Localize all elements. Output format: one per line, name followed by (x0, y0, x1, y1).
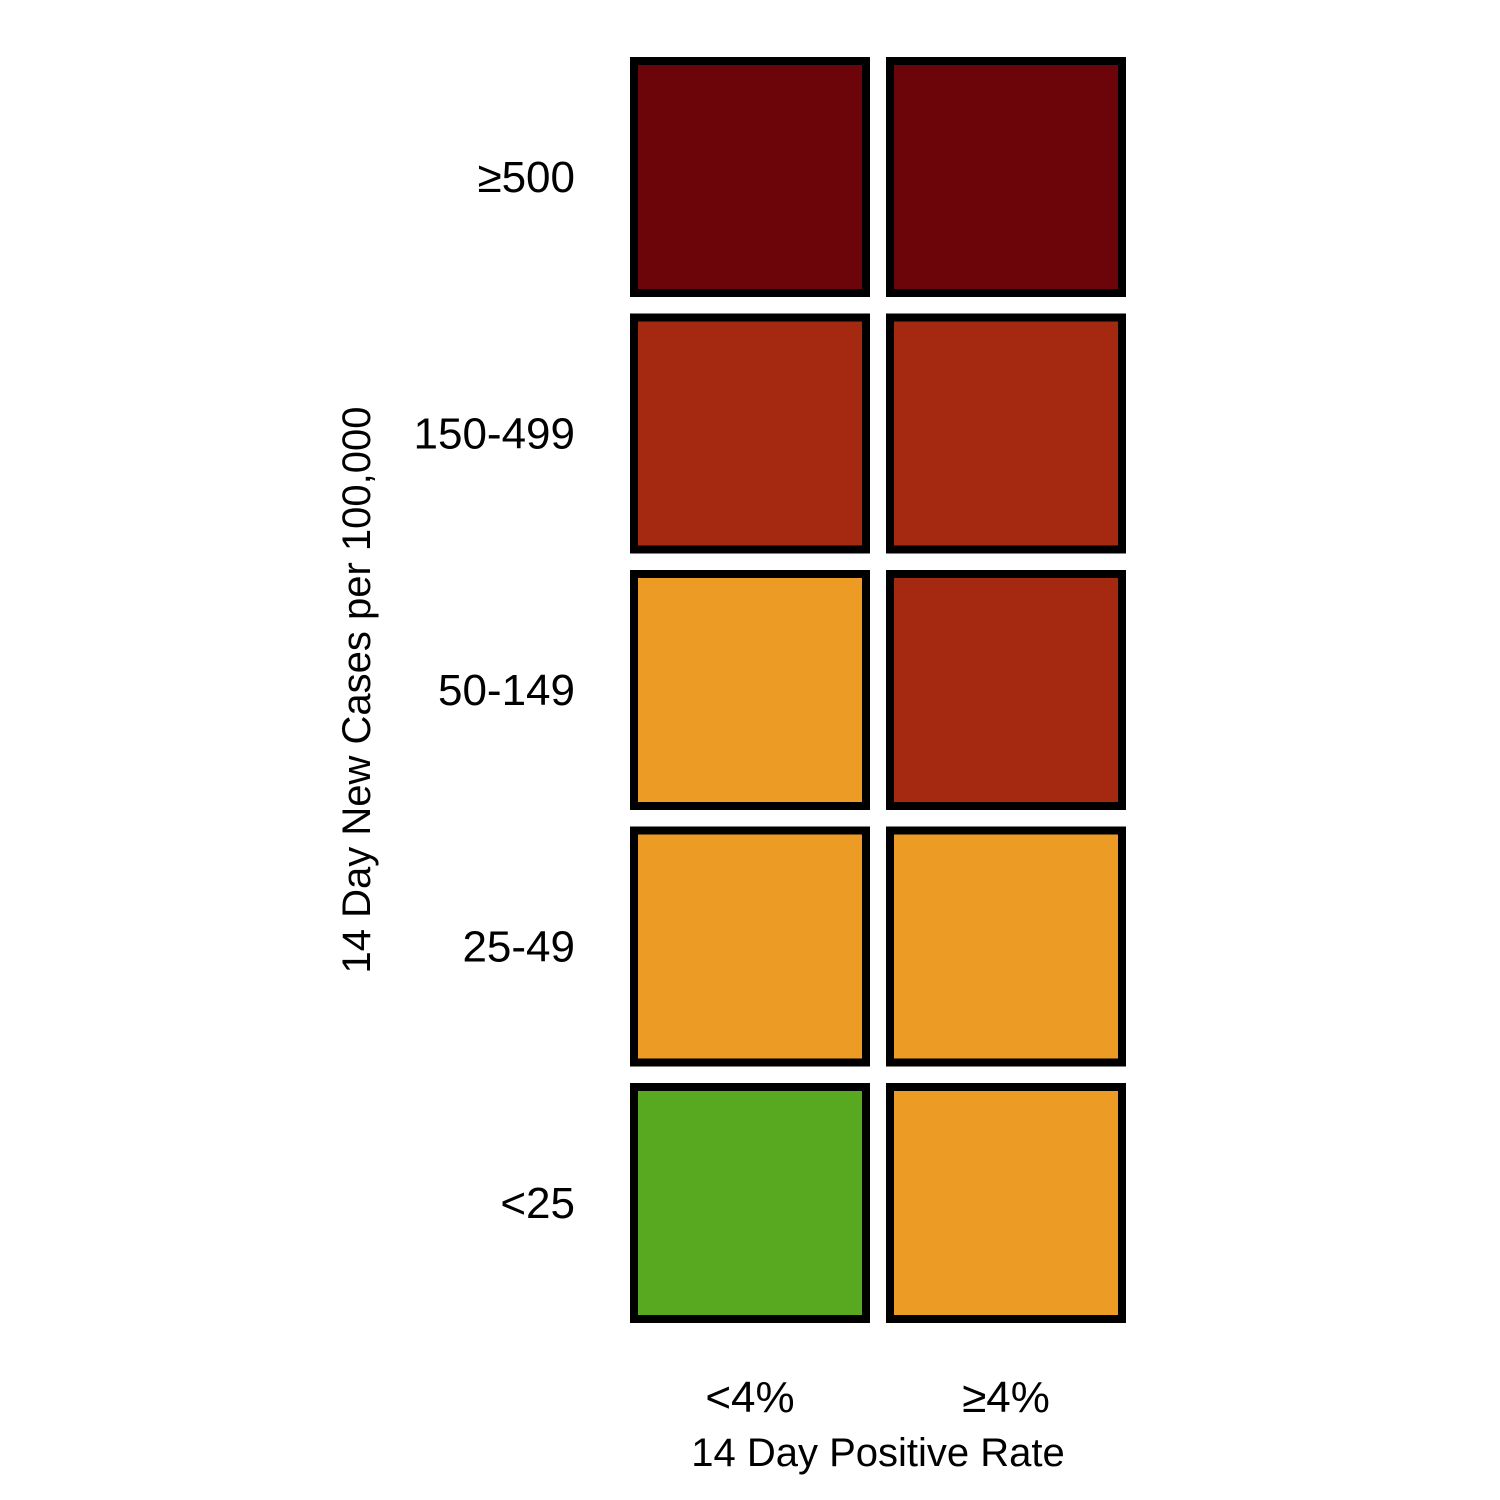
heatmap-cell (630, 570, 870, 810)
heatmap-cell (886, 313, 1126, 554)
x-tick-label: ≥4% (962, 1373, 1050, 1422)
heatmap-cell (886, 1083, 1126, 1323)
y-axis-title: 14 Day New Cases per 100,000 (335, 407, 379, 974)
heatmap-cell (886, 826, 1126, 1067)
heatmap-cell (886, 570, 1126, 810)
heatmap-cell (630, 826, 870, 1067)
heatmap-cell (886, 57, 1126, 297)
x-tick-labels: <4% ≥4% (705, 1373, 1050, 1422)
heatmap-cell (630, 313, 870, 554)
y-tick-label: 50-149 (438, 666, 575, 715)
heatmap-cell (630, 57, 870, 297)
x-tick-label: <4% (705, 1373, 794, 1422)
y-tick-label: <25 (500, 1179, 575, 1228)
x-axis-title: 14 Day Positive Rate (691, 1431, 1065, 1475)
y-tick-label: 150-499 (414, 410, 575, 459)
heatmap-cell (630, 1083, 870, 1323)
y-tick-label: 25-49 (462, 923, 575, 972)
heatmap-cells (630, 57, 1126, 1323)
y-tick-labels: ≥500 150-499 50-149 25-49 <25 (414, 153, 575, 1228)
y-tick-label: ≥500 (477, 153, 575, 202)
